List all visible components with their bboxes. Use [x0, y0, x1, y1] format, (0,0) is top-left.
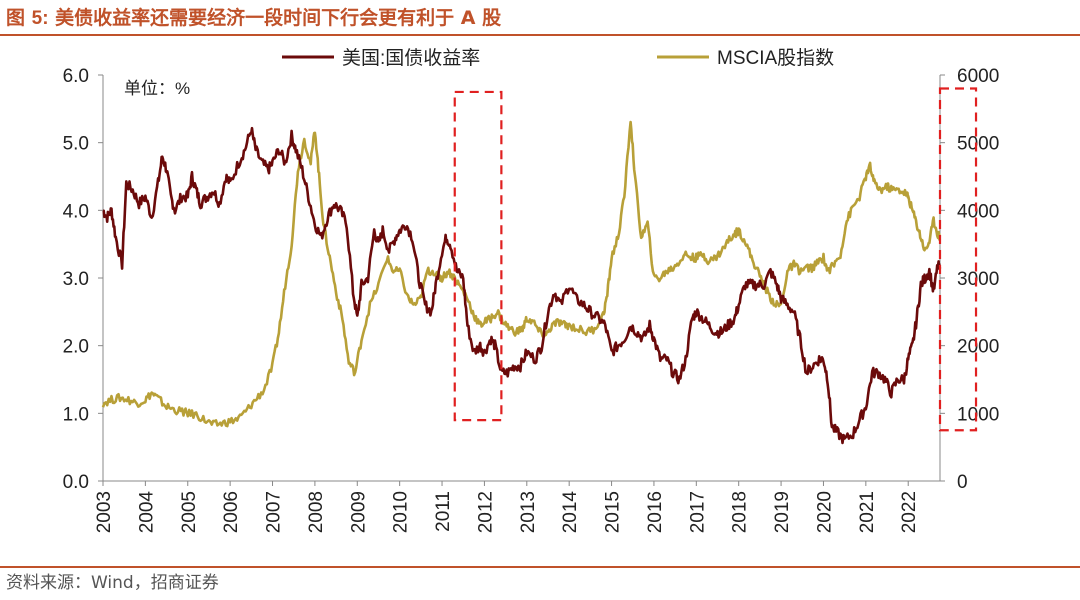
legend-label: MSCIA股指数 [717, 47, 834, 69]
right-y-tick-label: 3000 [957, 269, 999, 290]
unit-label: 单位：% [124, 79, 190, 98]
x-tick-label: 2005 [179, 491, 200, 533]
x-tick-label: 2007 [264, 491, 285, 533]
x-tick-label: 2013 [518, 491, 539, 533]
x-tick-label: 2011 [433, 491, 454, 532]
title-rule [0, 34, 1080, 36]
right-y-tick-label: 4000 [957, 201, 999, 222]
x-tick-label: 2018 [730, 491, 751, 533]
highlight-layer [453, 87, 978, 432]
x-tick-label: 2010 [391, 491, 412, 533]
left-y-tick-label: 3.0 [63, 269, 89, 290]
series-layer [101, 120, 942, 445]
us-treasury-yield-line [102, 126, 942, 445]
x-tick-label: 2020 [814, 491, 835, 533]
source-rule [0, 566, 1080, 568]
highlight-box-2 [938, 87, 978, 432]
x-tick-labels: 2003 2004 2005 2006 2007 2008 2009 2010 2011 2012… [94, 481, 920, 533]
left-y-tick-label: 4.0 [63, 201, 89, 222]
x-tick-label: 2009 [348, 491, 369, 533]
figure-title-text: 美债收益率还需要经济一段时间下行会更有利于 A 股 [48, 7, 502, 29]
left-y-tick-label: 2.0 [63, 337, 89, 358]
left-y-tick-label: 5.0 [63, 134, 89, 155]
x-tick-label: 2017 [687, 491, 708, 533]
x-tick-label: 2021 [857, 491, 878, 533]
x-tick-label: 2008 [306, 491, 327, 533]
x-tick-label: 2016 [645, 491, 666, 533]
x-tick-label: 2022 [899, 491, 920, 533]
figure-title-number: 5: [31, 8, 49, 29]
x-tick-label: 2015 [603, 491, 624, 533]
figure-title: 图 5: 美债收益率还需要经济一段时间下行会更有利于 A 股 [6, 4, 501, 32]
legend: 美国:国债收益率 MSCIA股指数 [282, 47, 834, 69]
right-y-tick-label: 6000 [957, 66, 999, 87]
legend-label: 美国:国债收益率 [342, 47, 480, 69]
x-tick-label: 2003 [94, 491, 115, 533]
left-y-tick-label: 6.0 [63, 66, 89, 87]
right-y-tick-label: 1000 [957, 404, 999, 425]
source-note: 资料来源：Wind，招商证券 [6, 573, 219, 593]
legend-item-msci: MSCIA股指数 [657, 47, 834, 69]
x-tick-label: 2012 [475, 491, 496, 533]
legend-item-us-yield: 美国:国债收益率 [282, 47, 480, 69]
x-tick-label: 2004 [136, 491, 157, 534]
x-tick-label: 2019 [772, 491, 793, 533]
highlight-box-1 [453, 90, 503, 422]
chart: 0.0 1.0 2.0 3.0 4.0 5.0 6.0 0 1000 2000 3000 4000 5… [63, 47, 1000, 533]
x-tick-label: 2006 [221, 491, 242, 533]
x-tick-label: 2014 [560, 491, 581, 534]
right-y-tick-label: 2000 [957, 337, 999, 358]
right-y-tick-label: 5000 [957, 134, 999, 155]
figure-title-prefix: 图 [6, 7, 32, 29]
left-y-tick-label: 0.0 [63, 472, 89, 493]
left-y-tick-label: 1.0 [63, 404, 89, 425]
msci-a-share-index-line [101, 120, 942, 428]
left-y-tick-labels: 0.0 1.0 2.0 3.0 4.0 5.0 6.0 [63, 66, 103, 493]
right-y-tick-label: 0 [957, 472, 968, 493]
right-y-tick-labels: 0 1000 2000 3000 4000 5000 6000 [940, 66, 999, 493]
